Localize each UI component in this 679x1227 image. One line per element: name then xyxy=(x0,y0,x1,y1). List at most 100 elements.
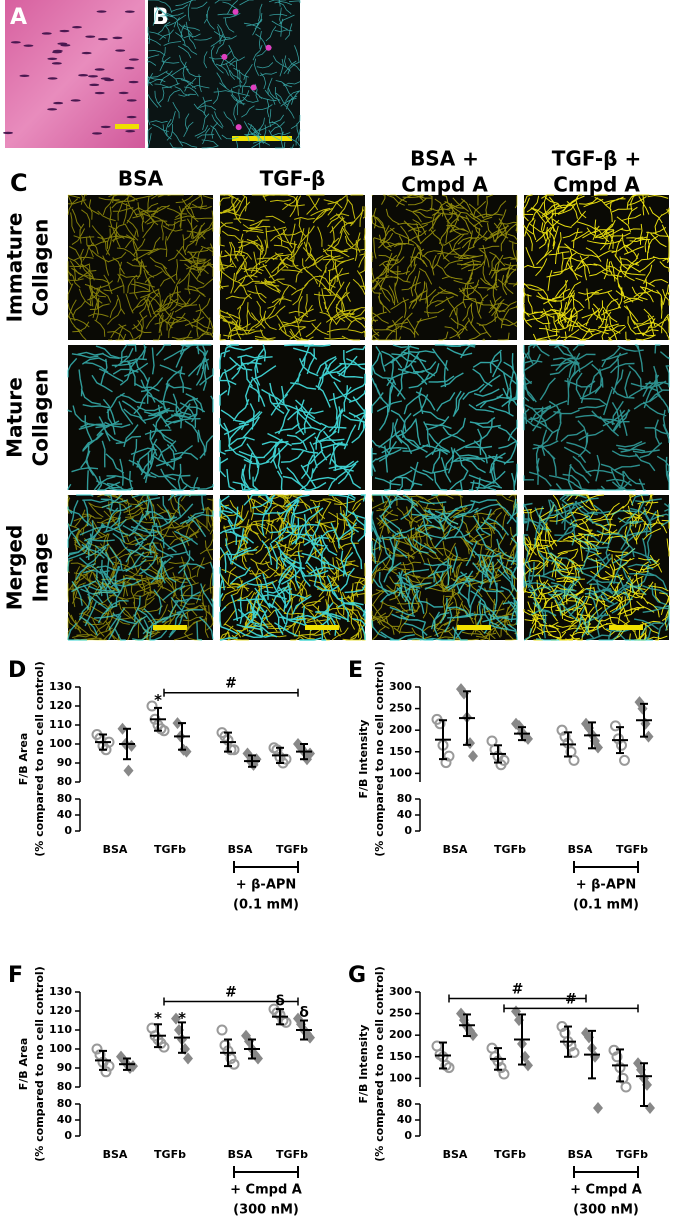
y-tick-label: 100 xyxy=(389,1071,412,1084)
data-point xyxy=(468,1029,478,1042)
x-tick-label: BSA xyxy=(228,843,253,856)
y-tick-label: 300 xyxy=(389,680,412,693)
cell xyxy=(221,53,228,60)
y-tick-label: 250 xyxy=(389,702,412,715)
significance-label: # xyxy=(512,981,524,997)
y-tick-label: 110 xyxy=(49,1023,72,1036)
axis-title: F/B Intensity xyxy=(357,720,370,799)
fiber xyxy=(67,194,214,341)
nucleus xyxy=(41,32,52,35)
nucleus xyxy=(53,101,64,105)
cell xyxy=(235,124,242,131)
y-tick-label: 80 xyxy=(397,1097,413,1110)
y-tick-label: 120 xyxy=(49,699,72,712)
row-label: Merged xyxy=(3,525,27,611)
x-tick-label: TGFb xyxy=(616,1148,648,1161)
nucleus xyxy=(89,83,100,87)
nucleus xyxy=(10,41,21,44)
x-tick-label: TGFb xyxy=(494,843,526,856)
y-tick-label: 200 xyxy=(389,1028,412,1041)
data-point xyxy=(228,1058,240,1070)
fiber xyxy=(219,344,366,491)
panel-letter: F xyxy=(8,963,23,988)
panel-letter: E xyxy=(348,658,363,683)
nucleus xyxy=(92,132,103,135)
nucleus xyxy=(128,58,139,61)
data-point xyxy=(593,741,603,754)
nucleus xyxy=(124,66,135,70)
nucleus xyxy=(47,57,58,61)
treatment-label: + β-APN xyxy=(576,878,637,893)
data-point xyxy=(434,718,446,730)
nucleus xyxy=(112,36,123,40)
data-point xyxy=(523,732,533,745)
data-point xyxy=(443,750,455,762)
nucleus xyxy=(47,77,58,80)
axis-title: (% compared to no cell control) xyxy=(373,661,386,856)
scale-bar xyxy=(305,625,339,630)
y-tick-label: 80 xyxy=(57,1080,73,1093)
panel-letter: A xyxy=(10,5,27,30)
nucleus xyxy=(3,131,14,135)
y-tick-label: 300 xyxy=(389,985,412,998)
fiber xyxy=(67,494,214,641)
y-tick-label: 0 xyxy=(64,1129,72,1142)
nucleus xyxy=(115,49,126,52)
data-point xyxy=(123,764,134,777)
scale-bar xyxy=(153,625,187,630)
row-label: Mature xyxy=(3,377,27,458)
column-label: TGF-β xyxy=(260,167,326,191)
significance-label: # xyxy=(225,676,237,692)
fiber xyxy=(371,194,518,341)
axis-title: F/B Intensity xyxy=(357,1025,370,1104)
x-tick-label: BSA xyxy=(568,1148,593,1161)
nucleus xyxy=(126,99,137,102)
y-tick-label: 110 xyxy=(49,718,72,731)
nucleus xyxy=(126,115,137,119)
data-point xyxy=(305,1031,315,1044)
y-tick-label: 200 xyxy=(389,723,412,736)
scale-bar xyxy=(457,625,491,630)
cell xyxy=(232,8,239,15)
nucleus xyxy=(88,75,99,78)
data-point xyxy=(253,1052,263,1065)
data-point xyxy=(440,757,452,769)
data-point xyxy=(568,1046,580,1058)
data-point xyxy=(620,1081,632,1093)
x-tick-label: TGFb xyxy=(276,1148,308,1161)
fiber xyxy=(523,194,670,341)
micrograph xyxy=(524,345,669,490)
data-point xyxy=(556,724,568,736)
data-point xyxy=(619,754,630,766)
nucleus xyxy=(57,42,68,45)
data-point xyxy=(611,1051,623,1063)
nucleus xyxy=(118,91,129,95)
data-point xyxy=(613,733,624,745)
column-label: Cmpd A xyxy=(553,173,640,197)
nucleus xyxy=(94,91,105,95)
y-tick-label: 0 xyxy=(64,824,72,837)
axis-title: F/B Area xyxy=(17,733,30,786)
y-tick-label: 80 xyxy=(57,792,73,805)
data-point xyxy=(305,747,315,760)
data-point xyxy=(523,1059,533,1072)
fiber xyxy=(219,194,366,341)
row-label: Image xyxy=(29,533,53,603)
panel-letter: C xyxy=(10,169,28,197)
data-point xyxy=(146,700,158,712)
panel-letter: D xyxy=(8,658,26,683)
nucleus xyxy=(78,74,89,77)
data-point xyxy=(183,1052,193,1065)
he-image xyxy=(5,0,145,148)
x-tick-label: TGFb xyxy=(616,843,648,856)
x-tick-label: BSA xyxy=(103,1148,128,1161)
image-grid xyxy=(67,194,670,641)
x-tick-label: BSA xyxy=(443,843,468,856)
row-label: Collagen xyxy=(29,219,53,317)
nucleus xyxy=(71,25,82,29)
data-point xyxy=(593,1102,603,1114)
data-point xyxy=(645,1102,655,1114)
data-point xyxy=(216,1024,228,1036)
data-point xyxy=(117,722,128,735)
